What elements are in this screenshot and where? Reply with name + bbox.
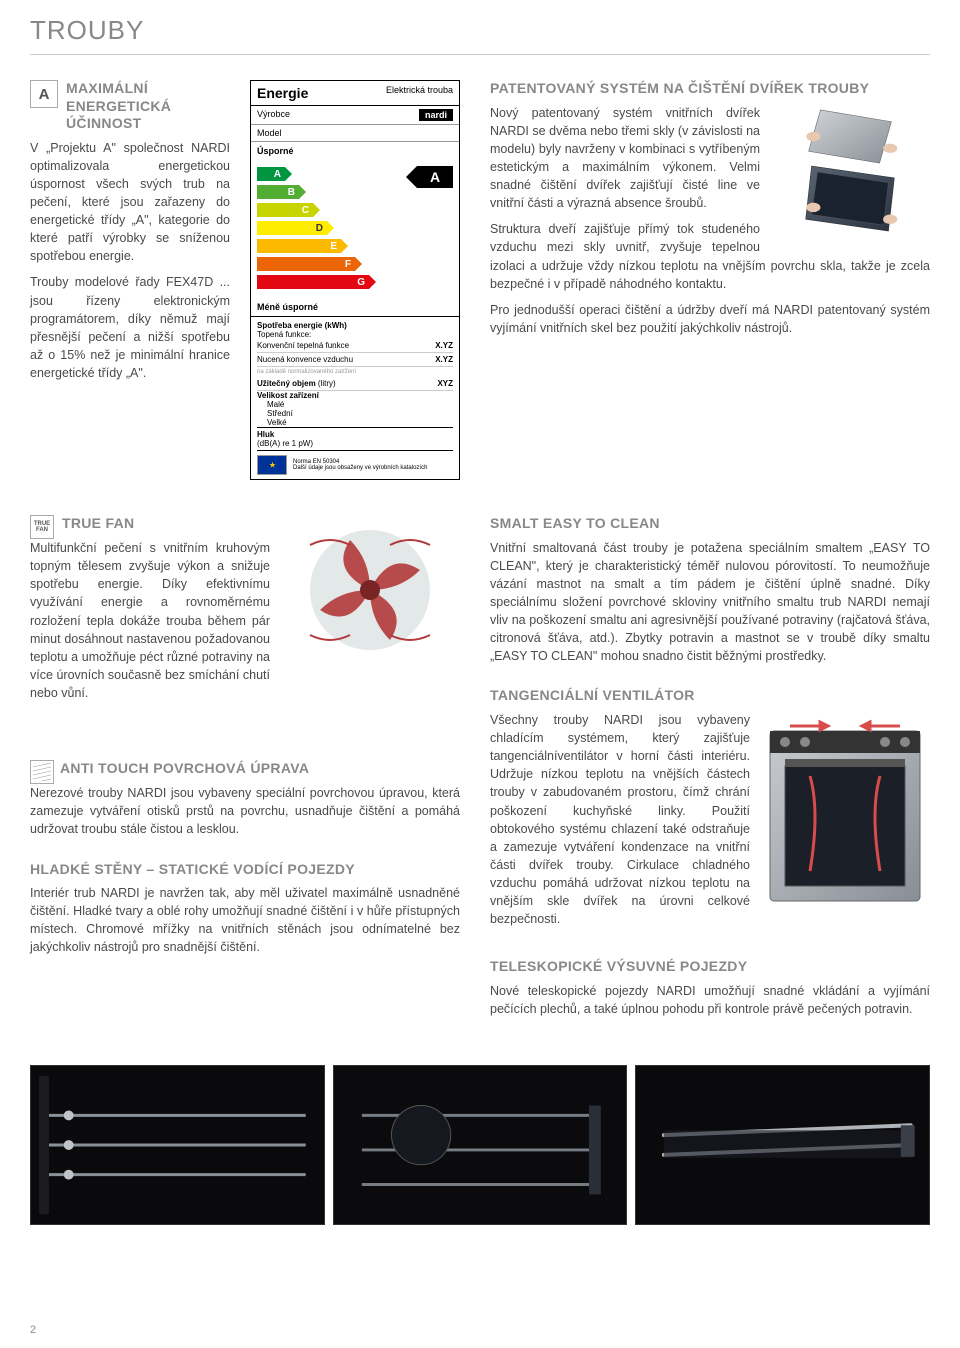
- el-size-s: Malé: [267, 400, 453, 409]
- el-bar-b: B: [288, 187, 295, 198]
- eu-flag-icon: [257, 455, 287, 475]
- el-bar-c: C: [302, 205, 309, 216]
- el-model-label: Model: [257, 128, 282, 138]
- truefan-title: TRUE FAN: [62, 515, 134, 533]
- door-system-p3: Pro jednodušší operaci čištění a údržby …: [490, 301, 930, 337]
- rails-title: HLADKÉ STĚNY – STATICKÉ VODÍCÍ POJEZDY: [30, 861, 460, 879]
- efficiency-title: MAXIMÁLNÍ ENERGETICKÁ ÚČINNOST: [66, 80, 230, 133]
- el-consumption-label: Spotřeba energie (kWh): [257, 321, 453, 330]
- gallery-image-3: [635, 1065, 930, 1225]
- el-less-efficient-label: Méně úsporné: [251, 298, 459, 316]
- el-manufacturer-label: Výrobce: [257, 109, 290, 121]
- el-size-label: Velikost zařízení: [257, 391, 319, 400]
- el-xyz1: X.YZ: [435, 341, 453, 350]
- el-brand: nardi: [419, 109, 453, 121]
- el-note: Další údaje jsou obsaženy ve výrobních k…: [293, 465, 427, 471]
- efficiency-p1: V „Projektu A" společnost NARDI optimali…: [30, 139, 230, 266]
- truefan-block: TRUE FAN TRUE FAN Multifunkční pečení s …: [30, 515, 460, 710]
- page-number: 2: [30, 1324, 36, 1336]
- el-volume-val: XYZ: [437, 379, 453, 388]
- smalt-block: SMALT EASY TO CLEAN Vnitřní smaltovaná č…: [490, 515, 930, 665]
- el-volume-unit: (litry): [318, 379, 336, 388]
- telescopic-block: TELESKOPICKÉ VÝSUVNÉ POJEZDY Nové telesk…: [490, 958, 930, 1018]
- antitouch-icon: [30, 760, 54, 784]
- energy-label: Energie Elektrická trouba Výrobce nardi …: [250, 80, 470, 480]
- el-heating-label: Topená funkce:: [257, 330, 453, 339]
- el-bar-g: G: [357, 277, 365, 288]
- efficiency-p2: Trouby modelové řady FEX47D ... jsou říz…: [30, 273, 230, 382]
- tangential-title: TANGENCIÁLNÍ VENTILÁTOR: [490, 687, 930, 705]
- el-bar-f: F: [345, 259, 351, 270]
- telescopic-body: Nové teleskopické pojezdy NARDI umožňují…: [490, 982, 930, 1018]
- el-volume-label: Užitečný objem: [257, 379, 316, 388]
- el-size-l: Velké: [267, 418, 453, 427]
- rails-body: Interiér trub NARDI je navržen tak, aby …: [30, 884, 460, 957]
- el-bar-e: E: [330, 241, 337, 252]
- row-2: TRUE FAN TRUE FAN Multifunkční pečení s …: [30, 515, 930, 1040]
- energy-class-a-icon: A: [30, 80, 58, 108]
- fan-illustration: [280, 515, 460, 670]
- efficiency-block: A MAXIMÁLNÍ ENERGETICKÁ ÚČINNOST V „Proj…: [30, 80, 230, 480]
- door-system-block: PATENTOVANÝ SYSTÉM NA ČIŠTĚNÍ DVÍŘEK TRO…: [490, 80, 930, 480]
- row-1: A MAXIMÁLNÍ ENERGETICKÁ ÚČINNOST V „Proj…: [30, 80, 930, 480]
- smalt-title: SMALT EASY TO CLEAN: [490, 515, 930, 533]
- energy-label-subtitle: Elektrická trouba: [386, 85, 453, 101]
- el-bar-d: D: [316, 223, 323, 234]
- el-bar-a: A: [274, 169, 281, 180]
- page-title: TROUBY: [30, 0, 930, 55]
- antitouch-body: Nerezové trouby NARDI jsou vybaveny spec…: [30, 784, 460, 838]
- el-noise-sub: (dB(A) re 1 pW): [257, 439, 313, 448]
- door-system-title: PATENTOVANÝ SYSTÉM NA ČIŠTĚNÍ DVÍŘEK TRO…: [490, 80, 930, 98]
- truefan-icon: TRUE FAN: [30, 515, 54, 539]
- oven-door-image: [770, 104, 930, 239]
- gallery-image-1: [30, 1065, 325, 1225]
- el-fan-label: Nucená konvence vzduchu: [257, 355, 353, 364]
- el-noise-label: Hluk: [257, 430, 274, 439]
- gallery-image-2: [333, 1065, 628, 1225]
- tangential-block: TANGENCIÁLNÍ VENTILÁTOR: [490, 687, 930, 936]
- telescopic-title: TELESKOPICKÉ VÝSUVNÉ POJEZDY: [490, 958, 930, 976]
- rails-block: HLADKÉ STĚNY – STATICKÉ VODÍCÍ POJEZDY I…: [30, 861, 460, 957]
- el-efficient-label: Úsporné: [251, 142, 459, 160]
- el-conv-label: Konvenční tepelná funkce: [257, 341, 349, 350]
- bottom-gallery: [30, 1065, 930, 1225]
- energy-label-title: Energie: [257, 85, 308, 101]
- el-size-m: Střední: [267, 409, 453, 418]
- antitouch-title: ANTI TOUCH POVRCHOVÁ ÚPRAVA: [60, 760, 309, 778]
- smalt-body: Vnitřní smaltovaná část trouby je potaže…: [490, 539, 930, 666]
- tangential-oven-image: [760, 711, 930, 916]
- el-xyz2: X.YZ: [435, 355, 453, 364]
- el-scale: A A B C D E F G: [251, 160, 459, 298]
- antitouch-block: ANTI TOUCH POVRCHOVÁ ÚPRAVA Nerezové tro…: [30, 760, 460, 838]
